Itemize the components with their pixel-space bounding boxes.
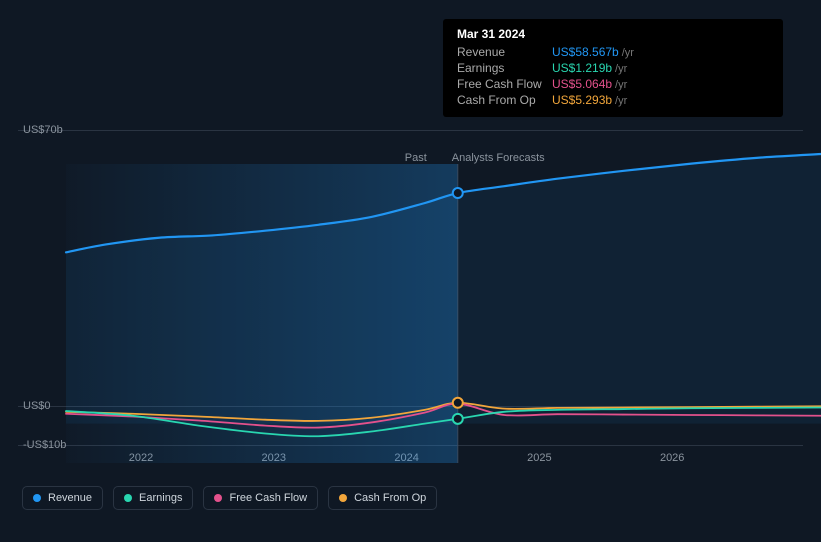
tooltip-unit: /yr — [615, 79, 627, 91]
tooltip-row-revenue: RevenueUS$58.567b/yr — [457, 45, 769, 59]
legend-label: Earnings — [139, 492, 182, 504]
past-section-label: Past — [405, 152, 427, 164]
tooltip-label: Revenue — [457, 45, 552, 59]
tooltip-value: US$1.219b — [552, 61, 612, 75]
tooltip-row-free-cash-flow: Free Cash FlowUS$5.064b/yr — [457, 77, 769, 91]
marker-revenue — [453, 188, 463, 198]
tooltip-label: Free Cash Flow — [457, 77, 552, 91]
tooltip-unit: /yr — [615, 95, 627, 107]
tooltip-value: US$5.064b — [552, 77, 612, 91]
legend-item-revenue[interactable]: Revenue — [22, 486, 103, 510]
tooltip-value: US$58.567b — [552, 45, 619, 59]
tooltip-unit: /yr — [622, 47, 634, 59]
legend-label: Cash From Op — [354, 492, 426, 504]
legend-item-free_cash_flow[interactable]: Free Cash Flow — [203, 486, 318, 510]
chart-tooltip: Mar 31 2024 RevenueUS$58.567b/yrEarnings… — [443, 19, 783, 117]
forecast-section-label: Analysts Forecasts — [452, 152, 545, 164]
legend-dot-icon — [339, 494, 347, 502]
legend-dot-icon — [214, 494, 222, 502]
legend-item-earnings[interactable]: Earnings — [113, 486, 193, 510]
legend-label: Free Cash Flow — [229, 492, 307, 504]
legend-item-cash_from_op[interactable]: Cash From Op — [328, 486, 437, 510]
financial-chart: Mar 31 2024 RevenueUS$58.567b/yrEarnings… — [18, 18, 803, 506]
marker-cash_from_op — [453, 398, 463, 408]
chart-legend: Revenue Earnings Free Cash Flow Cash From O… — [22, 486, 437, 510]
tooltip-row-earnings: EarningsUS$1.219b/yr — [457, 61, 769, 75]
legend-dot-icon — [124, 494, 132, 502]
tooltip-unit: /yr — [615, 63, 627, 75]
tooltip-row-cash-from-op: Cash From OpUS$5.293b/yr — [457, 93, 769, 107]
marker-earnings — [453, 414, 463, 424]
tooltip-label: Cash From Op — [457, 93, 552, 107]
tooltip-date: Mar 31 2024 — [457, 27, 769, 41]
tooltip-value: US$5.293b — [552, 93, 612, 107]
legend-dot-icon — [33, 494, 41, 502]
legend-label: Revenue — [48, 492, 92, 504]
tooltip-label: Earnings — [457, 61, 552, 75]
